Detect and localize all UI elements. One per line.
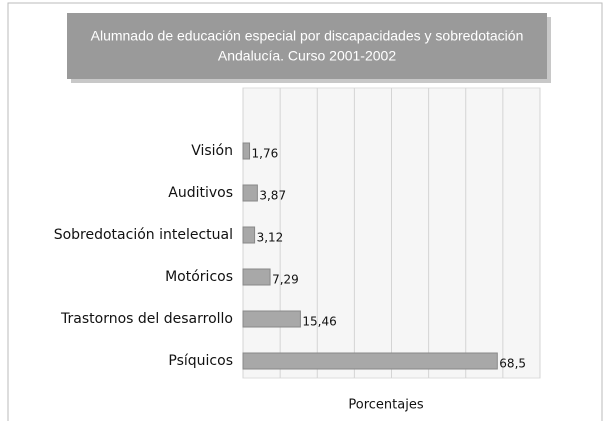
bar [242, 226, 256, 244]
x-axis-label: Porcentajes [348, 398, 423, 413]
y-tick-label: Trastornos del desarrollo [60, 311, 233, 327]
value-label: 15,46 [302, 315, 336, 329]
y-tick-label: Motóricos [165, 269, 233, 285]
chart-title: Andalucía. Curso 2001-2002 [218, 48, 396, 64]
y-tick-label: Psíquicos [168, 353, 233, 369]
value-label: 1,76 [252, 147, 279, 161]
bar [242, 310, 301, 328]
y-tick-label: Auditivos [168, 185, 233, 201]
bar [242, 184, 258, 202]
bar [242, 142, 251, 160]
title-box [67, 13, 547, 79]
bar [242, 352, 498, 370]
y-tick-label: Visión [191, 143, 233, 159]
value-label: 68,5 [499, 357, 526, 371]
value-label: 7,29 [272, 273, 299, 287]
value-label: 3,87 [259, 189, 286, 203]
bar [242, 268, 271, 286]
chart-title: Alumnado de educación especial por disca… [91, 28, 524, 44]
y-tick-label: Sobredotación intelectual [54, 227, 233, 243]
value-label: 3,12 [257, 231, 284, 245]
